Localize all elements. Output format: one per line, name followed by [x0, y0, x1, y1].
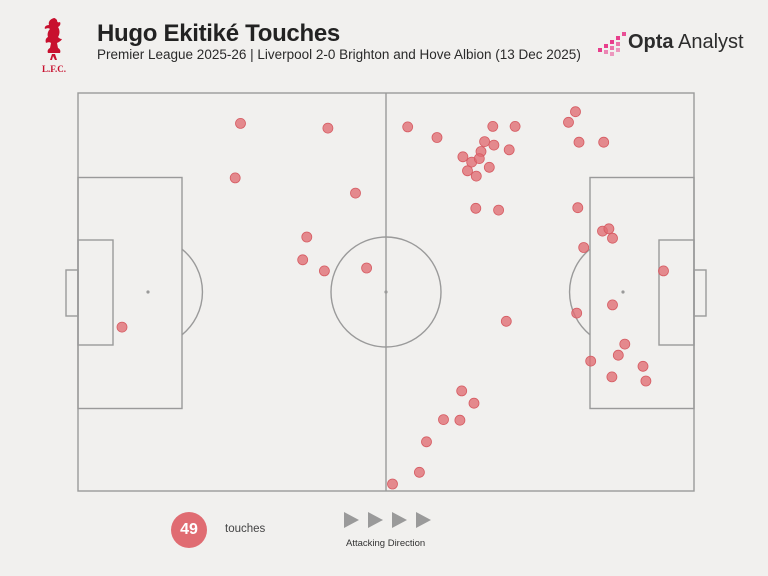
touch-point [431, 132, 443, 143]
centre-circle [330, 236, 442, 348]
right-penalty-spot [621, 290, 625, 294]
touch-point [235, 118, 246, 129]
touch-point [503, 144, 515, 156]
centre-spot [384, 290, 388, 294]
pitch-markings [65, 92, 707, 492]
opta-analyst-wordmark: Opta Analyst [628, 31, 744, 54]
attacking-direction-arrows-icon [344, 512, 431, 528]
left-penalty-spot [146, 290, 150, 294]
touch-point [578, 242, 590, 253]
touch-point [619, 338, 631, 350]
page-subtitle: Premier League 2025-26 | Liverpool 2-0 B… [97, 47, 581, 62]
touch-point [637, 360, 649, 372]
touch-point [598, 136, 610, 148]
touch-point [457, 151, 469, 163]
touch-point [573, 136, 585, 148]
touch-point [607, 299, 618, 311]
right-six-yard-box [658, 239, 695, 346]
touch-point [612, 349, 624, 361]
brand-bold: Opta [628, 31, 674, 53]
touch-point [488, 139, 500, 151]
touch-point [603, 223, 615, 235]
right-goal [693, 269, 707, 317]
touch-point [402, 121, 414, 133]
touch-point [473, 153, 485, 165]
touch-point [361, 262, 373, 274]
right-penalty-area [589, 176, 695, 410]
touch-points [116, 106, 669, 490]
touch-point [297, 254, 309, 266]
touch-point [500, 315, 512, 327]
touch-point [413, 466, 425, 478]
right-penalty-arc [568, 248, 591, 336]
touch-point [658, 265, 669, 277]
touch-point [493, 204, 505, 216]
touch-point [640, 375, 652, 387]
touch-point [470, 170, 482, 182]
touch-point [468, 397, 480, 409]
opta-logo-icon [598, 32, 626, 56]
touch-point [318, 265, 330, 277]
touch-point [387, 478, 398, 490]
touch-point [421, 436, 432, 448]
touch-point [454, 414, 466, 426]
touch-point [483, 161, 495, 173]
touch-point [479, 136, 491, 148]
touch-count-label: touches [225, 523, 266, 535]
left-penalty-area [77, 176, 183, 410]
touch-point [116, 321, 128, 333]
touch-point [322, 122, 334, 134]
liverpool-crest-icon: L.F.C. [42, 18, 66, 74]
touch-point [438, 414, 449, 426]
brand-regular: Analyst [673, 31, 744, 53]
touch-point [350, 187, 361, 199]
touch-point [585, 355, 597, 367]
crest-text: L.F.C. [42, 64, 66, 74]
left-six-yard-box [77, 239, 114, 346]
touch-point [462, 165, 473, 177]
attacking-direction-label: Attacking Direction [346, 538, 426, 549]
left-penalty-arc [181, 248, 204, 336]
touch-point [570, 106, 581, 118]
touch-point [607, 232, 618, 244]
left-goal [65, 269, 79, 317]
touch-point [229, 172, 241, 184]
touch-point [301, 231, 313, 243]
touch-point [606, 371, 618, 383]
touch-count-badge: 49 [171, 512, 207, 548]
touch-point [563, 116, 574, 128]
touch-point [572, 202, 584, 214]
touch-point [470, 202, 482, 214]
page-title: Hugo Ekitiké Touches [97, 20, 340, 47]
touch-point [456, 385, 468, 397]
touch-point [487, 121, 499, 132]
touch-point [509, 121, 521, 132]
touch-point [571, 307, 583, 319]
